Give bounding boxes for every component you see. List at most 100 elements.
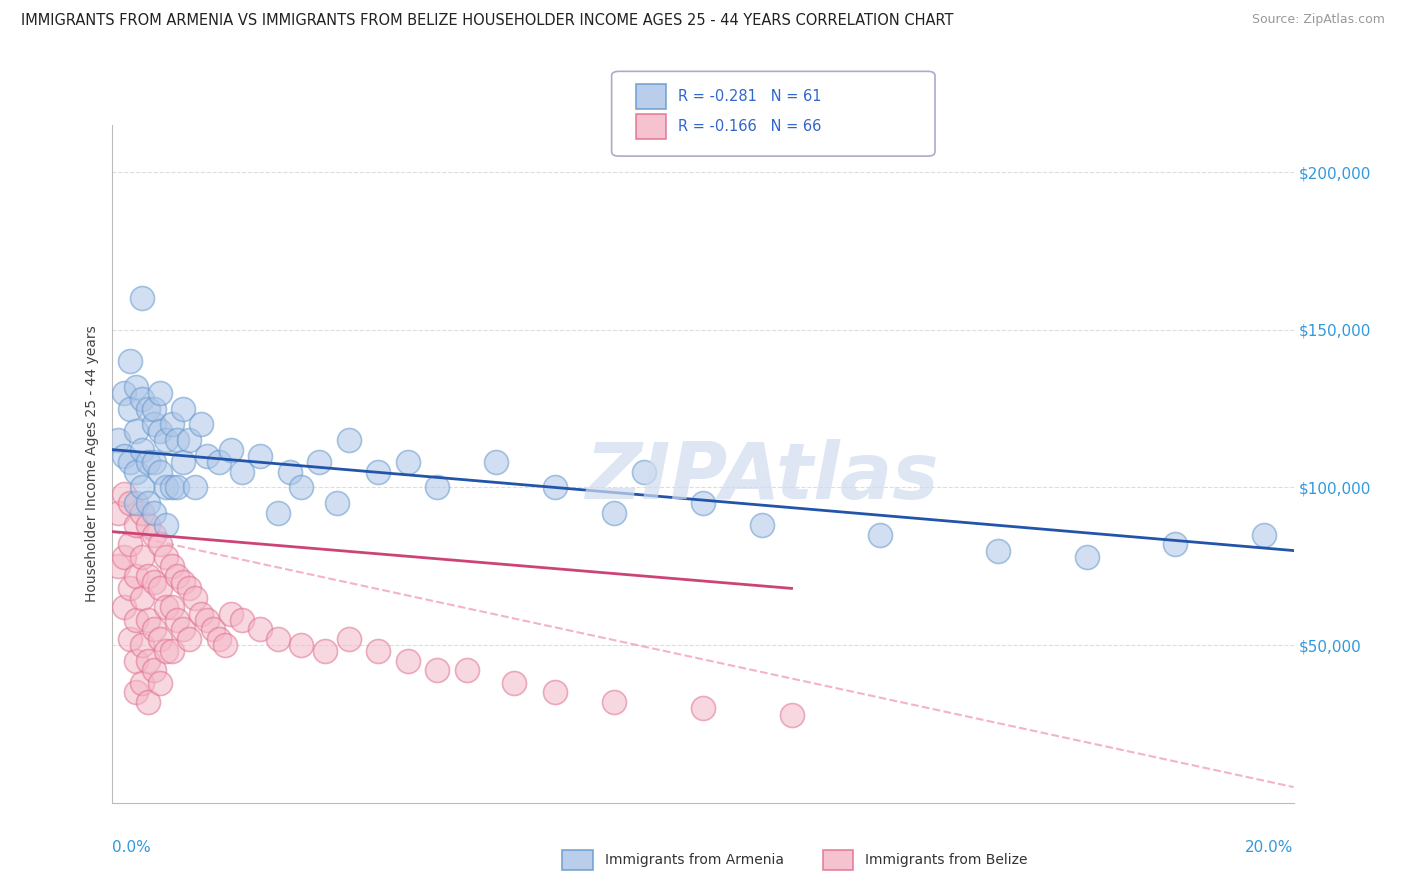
Point: [155, 518, 177, 533]
Point: [1253, 528, 1275, 542]
Point: [112, 449, 135, 463]
Point: [308, 455, 330, 469]
Point: [190, 607, 212, 621]
Point: [603, 695, 626, 709]
Point: [107, 506, 129, 520]
Point: [869, 528, 891, 542]
Point: [112, 549, 135, 564]
Point: [131, 549, 153, 564]
Point: [142, 417, 165, 432]
Point: [136, 496, 159, 510]
Point: [120, 401, 142, 416]
Point: [136, 518, 159, 533]
Point: [166, 568, 188, 582]
Point: [172, 401, 194, 416]
Point: [172, 623, 194, 637]
Point: [142, 623, 165, 637]
Point: [112, 600, 135, 615]
Point: [179, 632, 201, 646]
Point: [155, 481, 177, 495]
Point: [120, 582, 142, 596]
Point: [426, 481, 449, 495]
Point: [160, 559, 183, 574]
Point: [131, 291, 153, 305]
Point: [142, 528, 165, 542]
Point: [190, 417, 212, 432]
Point: [125, 613, 148, 627]
Point: [125, 654, 148, 668]
Point: [544, 685, 567, 699]
Point: [125, 465, 148, 479]
Point: [692, 701, 714, 715]
Point: [120, 537, 142, 551]
Point: [633, 465, 655, 479]
Point: [396, 654, 419, 668]
Point: [125, 379, 148, 393]
Point: [290, 481, 312, 495]
Point: [136, 654, 159, 668]
Point: [208, 455, 231, 469]
Point: [149, 537, 172, 551]
Point: [149, 676, 172, 690]
Point: [1076, 549, 1098, 564]
Point: [160, 417, 183, 432]
Point: [184, 481, 207, 495]
Point: [367, 644, 389, 658]
Point: [125, 496, 148, 510]
Point: [179, 582, 201, 596]
Point: [166, 481, 188, 495]
Point: [131, 506, 153, 520]
Point: [172, 455, 194, 469]
Point: [125, 518, 148, 533]
Point: [231, 613, 253, 627]
Point: [136, 568, 159, 582]
Y-axis label: Householder Income Ages 25 - 44 years: Householder Income Ages 25 - 44 years: [86, 326, 100, 602]
Point: [120, 496, 142, 510]
Point: [136, 613, 159, 627]
Point: [337, 632, 360, 646]
Point: [125, 424, 148, 438]
Point: [160, 600, 183, 615]
Point: [184, 591, 207, 605]
Point: [131, 442, 153, 457]
Point: [142, 664, 165, 678]
Text: Immigrants from Belize: Immigrants from Belize: [865, 853, 1028, 867]
Point: [326, 496, 349, 510]
Point: [337, 433, 360, 447]
Point: [149, 632, 172, 646]
Point: [290, 638, 312, 652]
Point: [136, 695, 159, 709]
Point: [136, 401, 159, 416]
Point: [219, 442, 242, 457]
Point: [780, 707, 803, 722]
Point: [107, 559, 129, 574]
Point: [485, 455, 508, 469]
Point: [149, 582, 172, 596]
Point: [131, 638, 153, 652]
Point: [267, 632, 290, 646]
Point: [166, 433, 188, 447]
Point: [149, 424, 172, 438]
Point: [603, 506, 626, 520]
Point: [155, 433, 177, 447]
Point: [131, 392, 153, 407]
Point: [314, 644, 336, 658]
Text: 20.0%: 20.0%: [1246, 840, 1294, 855]
Point: [155, 600, 177, 615]
Point: [456, 664, 478, 678]
Text: R = -0.166   N = 66: R = -0.166 N = 66: [678, 120, 821, 134]
Point: [201, 623, 224, 637]
Point: [367, 465, 389, 479]
Point: [120, 632, 142, 646]
Point: [131, 591, 153, 605]
Point: [136, 455, 159, 469]
Point: [267, 506, 290, 520]
Point: [149, 465, 172, 479]
Point: [155, 549, 177, 564]
Point: [231, 465, 253, 479]
Point: [208, 632, 231, 646]
Point: [125, 685, 148, 699]
Point: [160, 644, 183, 658]
Point: [503, 676, 526, 690]
Text: IMMIGRANTS FROM ARMENIA VS IMMIGRANTS FROM BELIZE HOUSEHOLDER INCOME AGES 25 - 4: IMMIGRANTS FROM ARMENIA VS IMMIGRANTS FR…: [21, 13, 953, 29]
